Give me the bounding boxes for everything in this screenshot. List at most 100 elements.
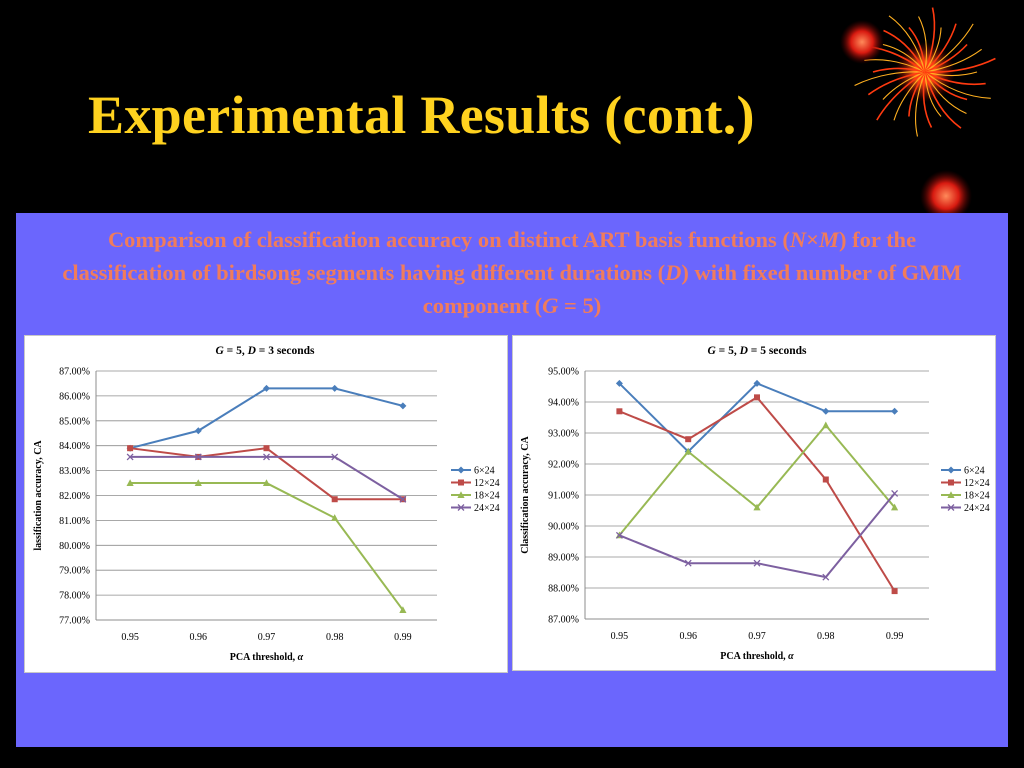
text-part: = 5, xyxy=(716,345,740,357)
data-point xyxy=(331,453,339,461)
legend-label: 18×24 xyxy=(474,491,500,502)
x-tick-label: 0.98 xyxy=(817,631,835,642)
data-point xyxy=(399,495,407,503)
x-axis-label: PCA threshold, α xyxy=(230,652,304,663)
data-point xyxy=(126,453,134,461)
firework-ray xyxy=(924,71,968,101)
y-tick-label: 93.00% xyxy=(548,429,579,440)
caption-part: G xyxy=(542,293,559,318)
glow-orb-icon xyxy=(920,170,972,222)
y-tick-label: 90.00% xyxy=(548,522,579,533)
legend-marker xyxy=(948,479,954,486)
data-point xyxy=(822,407,830,415)
chart-d5-seconds: G = 5, D = 5 seconds 87.00% 88.00% 89.00% 90… xyxy=(512,335,996,671)
caption-part: D xyxy=(665,260,682,285)
data-point xyxy=(399,606,407,614)
caption-part: × xyxy=(806,227,819,252)
caption-part: = 5) xyxy=(558,293,602,318)
caption-part: Comparison of classification accuracy on… xyxy=(107,227,790,252)
legend-label: 12×24 xyxy=(964,478,990,489)
data-point xyxy=(822,476,829,483)
data-point xyxy=(684,559,692,567)
firework-ray xyxy=(914,71,926,137)
data-point xyxy=(126,479,134,487)
data-point xyxy=(194,479,202,487)
legend-marker xyxy=(947,504,955,511)
legend-marker xyxy=(458,479,464,486)
y-tick-label: 79.00% xyxy=(59,566,90,577)
legend-label: 6×24 xyxy=(964,466,985,477)
y-tick-label: 77.00% xyxy=(59,616,90,627)
legend-marker xyxy=(457,466,465,474)
firework-ray xyxy=(854,71,926,86)
y-axis-label: lassification accuracy, CA xyxy=(33,440,44,551)
y-tick-label: 78.00% xyxy=(59,591,90,602)
data-point xyxy=(753,559,761,567)
firework-ray xyxy=(924,71,991,99)
text-part: = 5, xyxy=(224,345,248,357)
chart-d3-seconds: G = 5, D = 3 seconds 77.00% 78.00% 79.00% 80… xyxy=(24,335,508,673)
firework-ray xyxy=(924,71,962,129)
data-point xyxy=(399,402,407,410)
x-tick-label: 0.96 xyxy=(190,632,208,643)
data-point xyxy=(753,379,761,387)
y-tick-label: 88.00% xyxy=(548,584,579,595)
data-point xyxy=(194,427,202,435)
legend-label: 6×24 xyxy=(474,466,495,477)
y-tick-label: 84.00% xyxy=(59,441,90,452)
y-tick-label: 83.00% xyxy=(59,466,90,477)
firework-ray xyxy=(908,26,926,73)
legend-marker xyxy=(457,491,465,498)
data-point xyxy=(891,489,899,497)
firework-ray xyxy=(924,23,957,73)
data-point xyxy=(262,479,271,487)
y-tick-label: 81.00% xyxy=(59,516,90,527)
caption-part: N xyxy=(789,227,807,252)
data-point xyxy=(331,384,339,392)
legend-label: 18×24 xyxy=(964,491,990,502)
firework-ray xyxy=(924,71,942,117)
firework-ray xyxy=(924,71,986,85)
firework-ray xyxy=(893,71,926,121)
data-point xyxy=(684,447,692,455)
glow-orb-icon xyxy=(840,20,884,64)
y-tick-label: 92.00% xyxy=(548,460,579,471)
text-part: α xyxy=(788,651,794,662)
x-tick-label: 0.99 xyxy=(394,632,412,643)
y-tick-label: 87.00% xyxy=(548,615,579,626)
data-point xyxy=(753,503,761,511)
firework-ray xyxy=(924,43,968,73)
y-tick-label: 87.00% xyxy=(59,367,90,378)
y-axis-label: Classification accuracy, CA xyxy=(520,435,531,553)
series-line-0 xyxy=(129,387,404,450)
text-part: = 5 seconds xyxy=(748,345,807,357)
chart-title: G = 5, D = 5 seconds xyxy=(707,345,807,357)
firework-ray xyxy=(924,48,982,73)
data-point xyxy=(615,379,623,387)
x-tick-label: 0.97 xyxy=(258,632,276,643)
series-line-3 xyxy=(130,455,404,501)
legend-label: 24×24 xyxy=(474,503,500,514)
firework-burst-icon xyxy=(854,7,996,137)
x-tick-label: 0.99 xyxy=(886,631,904,642)
firework-ray xyxy=(883,29,926,73)
data-point xyxy=(891,407,899,415)
data-point xyxy=(615,531,623,539)
x-tick-label: 0.97 xyxy=(748,631,766,642)
data-point xyxy=(891,588,898,595)
line-chart-d3: G = 5, D = 3 seconds 77.00% 78.00% 79.00% 80… xyxy=(33,345,500,663)
y-tick-label: 94.00% xyxy=(548,398,579,409)
legend-marker xyxy=(947,491,955,498)
firework-ray xyxy=(918,16,927,73)
firework-ray xyxy=(924,7,936,73)
firework-ray xyxy=(867,71,926,96)
y-tick-label: 82.00% xyxy=(59,491,90,502)
data-point xyxy=(685,436,692,443)
firework-ray xyxy=(908,71,926,117)
y-tick-label: 85.00% xyxy=(59,416,90,427)
legend-marker xyxy=(457,504,465,511)
x-tick-label: 0.98 xyxy=(326,632,344,643)
slide-title: Experimental Results (cont.) xyxy=(88,85,755,145)
data-point xyxy=(891,503,899,511)
firework-ray xyxy=(924,71,978,77)
